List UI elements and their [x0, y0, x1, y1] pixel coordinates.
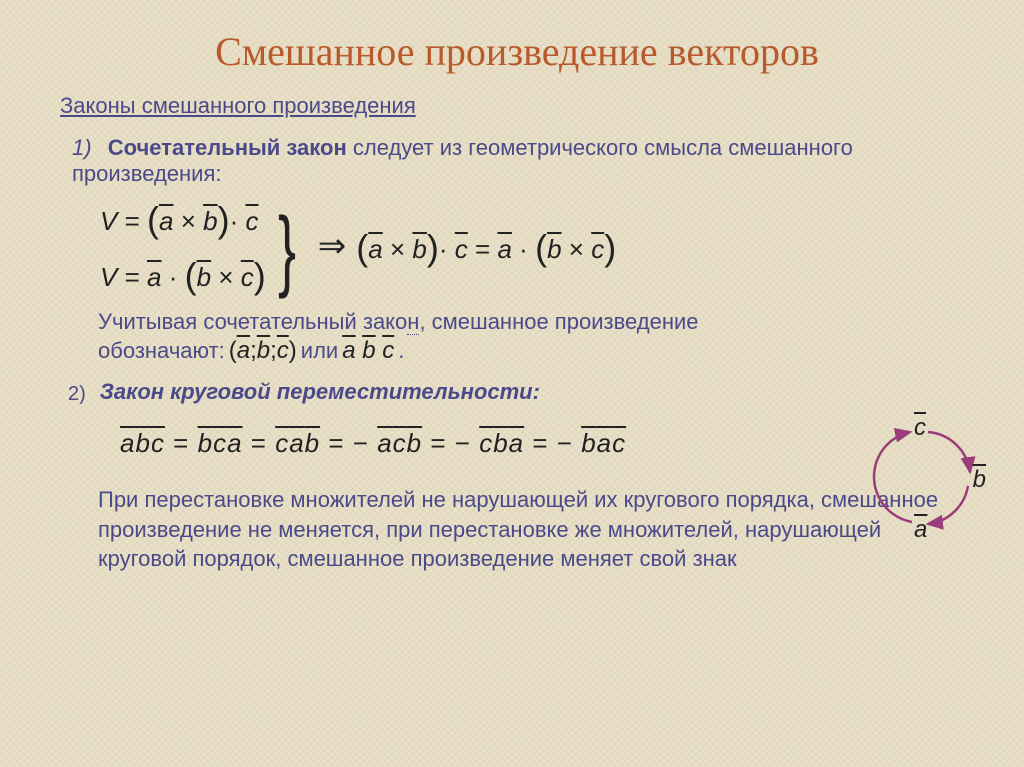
brace-icon: }	[278, 215, 296, 285]
formula-v2: V = a · (b × c)	[100, 253, 266, 295]
formula-rhs: (a × b)· c = a · (b × c)	[356, 225, 616, 267]
diagram-a: a	[914, 516, 927, 544]
cyclic-formula: abc = bca = cab = − acb = − cba = − bac	[120, 428, 974, 459]
notation-parentheses: (a;b;c)	[229, 337, 297, 365]
law1-number: 1)	[72, 135, 92, 160]
explanation-text: При перестановке множителей не нарушающе…	[98, 485, 974, 574]
cyclic-diagram: c b a	[870, 424, 980, 534]
law2-number: 2)	[68, 383, 86, 406]
formula-v1: V = (a × b)· c	[100, 197, 266, 239]
diagram-b: b	[973, 466, 986, 494]
notation-text: Учитывая сочетательный закон, смешанное …	[98, 309, 974, 365]
slide-title: Смешанное произведение векторов	[60, 28, 974, 75]
subtitle: Законы смешанного произведения	[60, 93, 974, 119]
notation-bare: a b c	[342, 337, 394, 365]
implies-icon: ⇒	[318, 226, 347, 266]
diagram-c: c	[914, 414, 926, 442]
law1-bold: Сочетательный закон	[108, 135, 347, 160]
law1-text: 1) Сочетательный закон следует из геомет…	[72, 135, 974, 187]
law2-title: Закон круговой переместительности:	[100, 379, 540, 405]
associative-formula: V = (a × b)· c V = a · (b × c) } ⇒ (a × …	[100, 197, 974, 295]
formula-lhs-pair: V = (a × b)· c V = a · (b × c)	[100, 197, 266, 295]
